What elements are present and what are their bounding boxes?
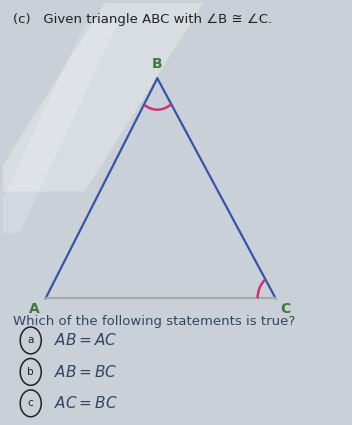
Text: c: c	[28, 398, 33, 408]
Polygon shape	[0, 24, 118, 233]
Text: b: b	[27, 367, 34, 377]
Text: Which of the following statements is true?: Which of the following statements is tru…	[13, 315, 295, 328]
Polygon shape	[0, 0, 216, 192]
Text: $\mathit{AB} = \mathit{BC}$: $\mathit{AB} = \mathit{BC}$	[55, 364, 118, 380]
Text: $\mathit{AC} = \mathit{BC}$: $\mathit{AC} = \mathit{BC}$	[55, 395, 118, 411]
Text: B: B	[152, 57, 163, 71]
Text: A: A	[29, 302, 39, 316]
Text: a: a	[27, 335, 34, 346]
Text: C: C	[280, 302, 290, 316]
Text: (c)   Given triangle ABC with ∠B ≅ ∠C.: (c) Given triangle ABC with ∠B ≅ ∠C.	[13, 13, 272, 26]
Text: $\mathit{AB} = \mathit{AC}$: $\mathit{AB} = \mathit{AC}$	[55, 332, 118, 348]
